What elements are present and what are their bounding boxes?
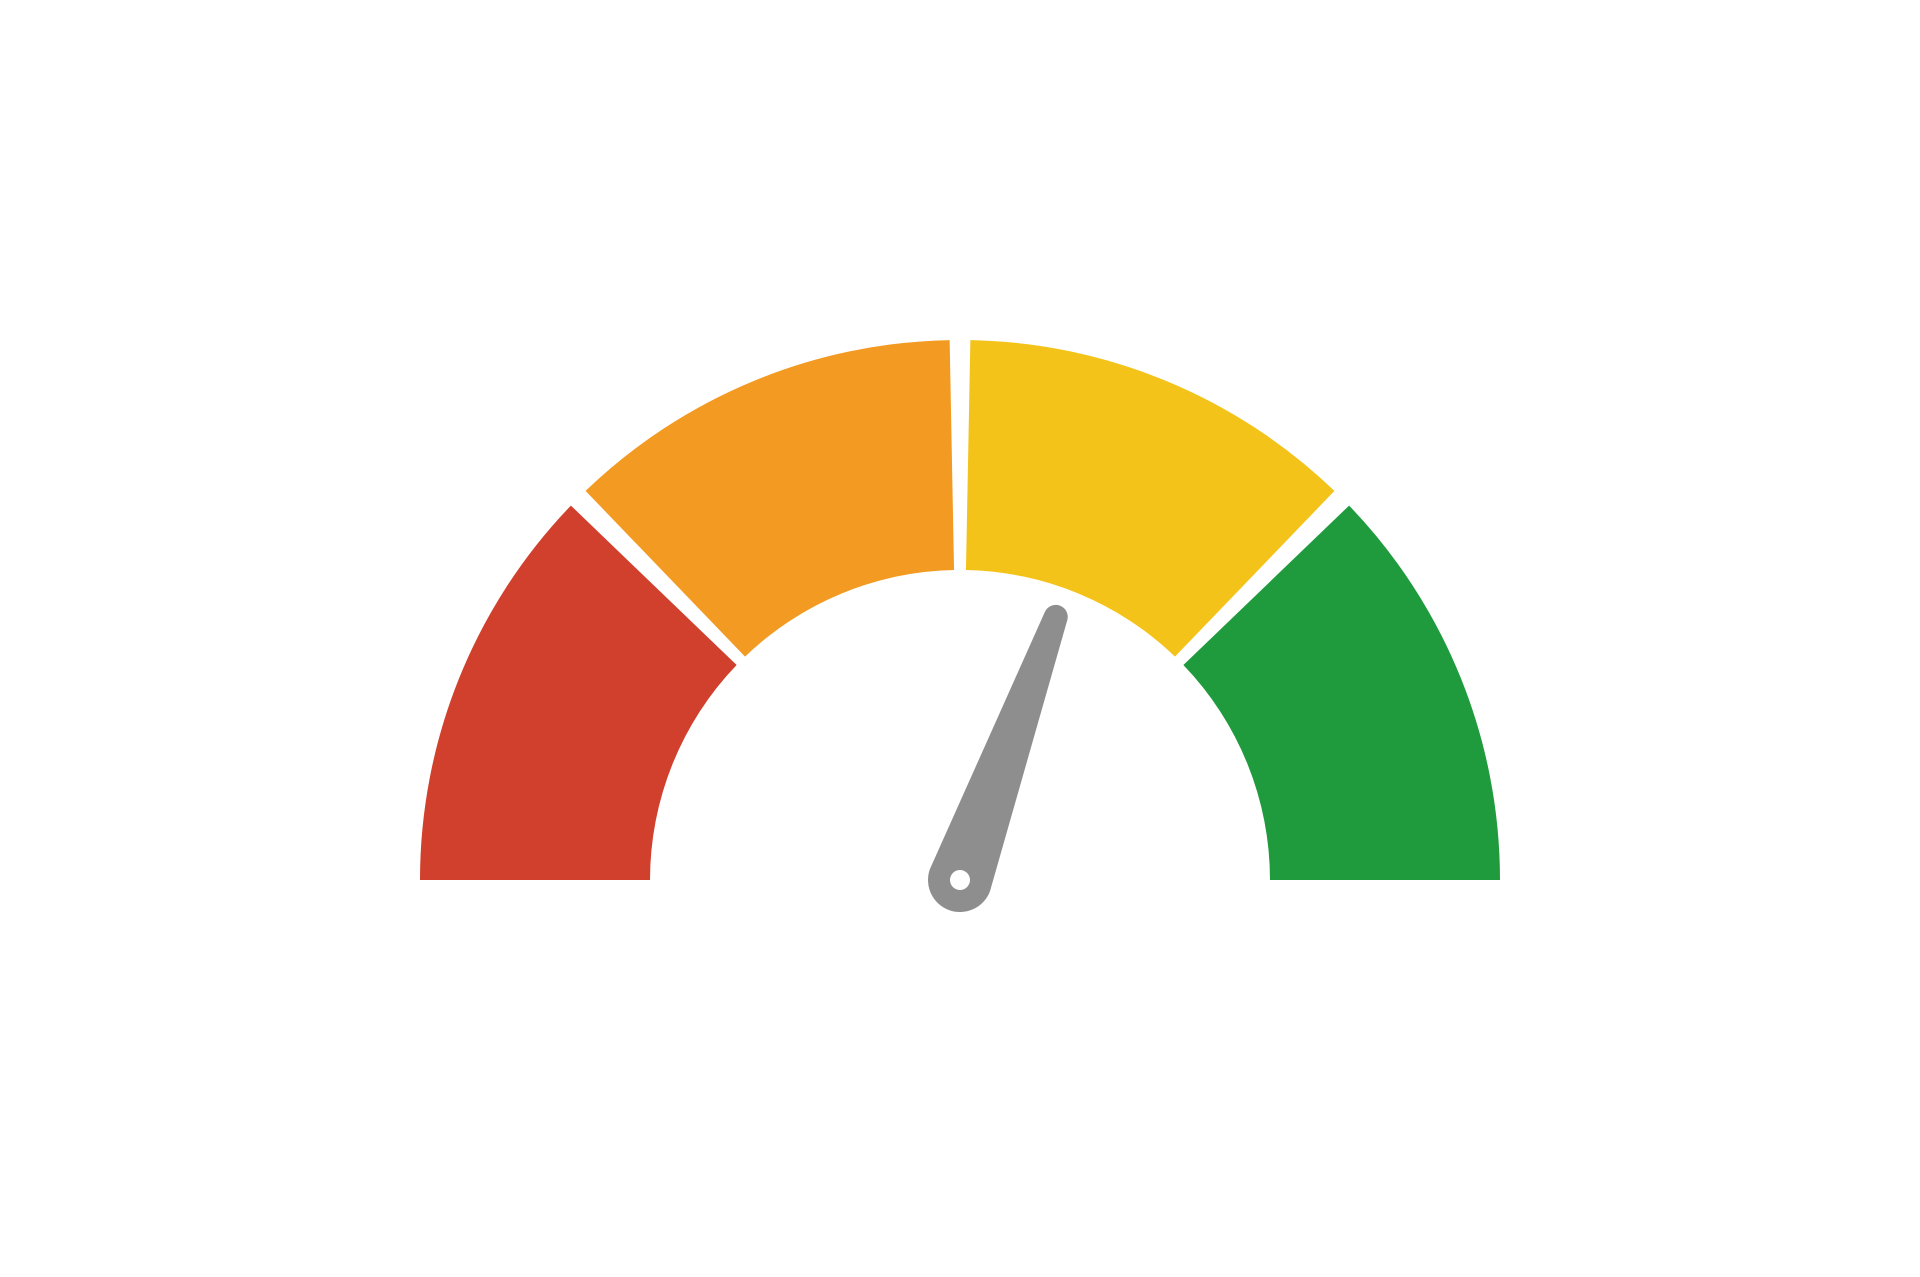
gauge-stage [0, 0, 1920, 1277]
gauge-chart [0, 0, 1920, 1277]
